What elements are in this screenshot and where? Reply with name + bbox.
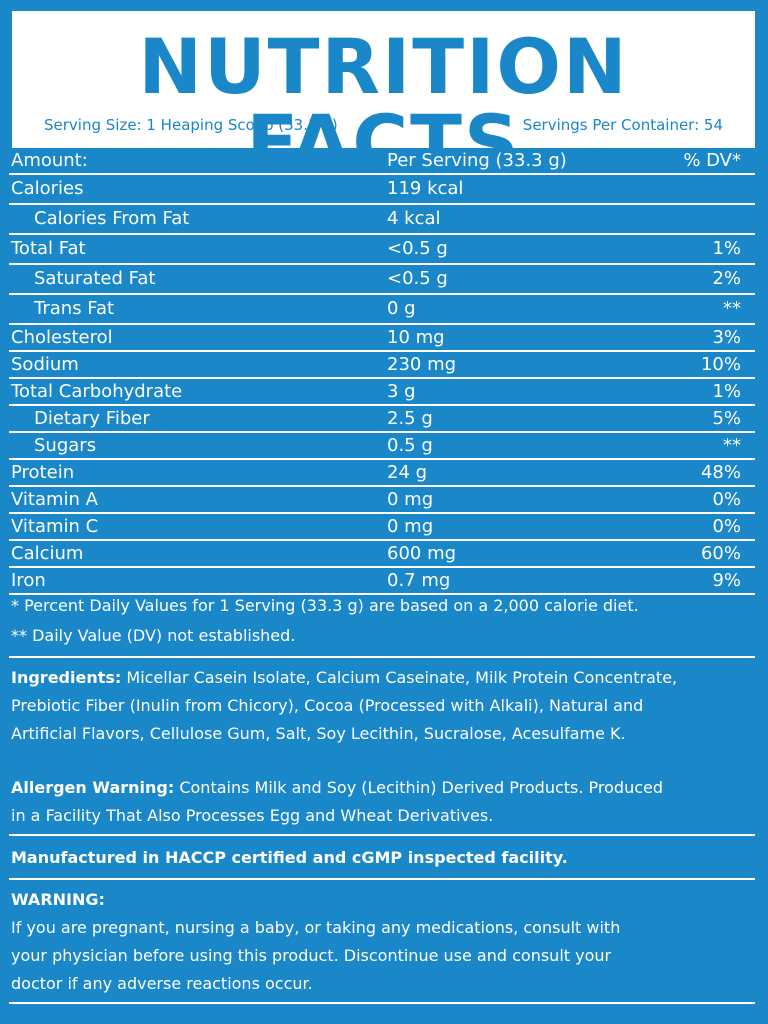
nutrient-dv: 10% bbox=[700, 354, 741, 375]
table-row: Sodium 230 mg 10% bbox=[9, 352, 755, 379]
ingredients-section: Ingredients: Micellar Casein Isolate, Ca… bbox=[11, 664, 756, 748]
nutrient-dv: 1% bbox=[712, 238, 741, 259]
nutrient-label: Total Carbohydrate bbox=[11, 381, 183, 402]
nutrient-amount: 3 g bbox=[387, 381, 416, 402]
header-panel: NUTRITION FACTS Serving Size: 1 Heaping … bbox=[12, 11, 755, 181]
nutrient-dv: 1% bbox=[712, 381, 741, 402]
ingredients-text: Prebiotic Fiber (Inulin from Chicory), C… bbox=[11, 696, 644, 715]
nutrient-amount: 600 mg bbox=[387, 543, 457, 564]
allergen-text: in a Facility That Also Processes Egg an… bbox=[11, 806, 494, 825]
table-row: Calcium 600 mg 60% bbox=[9, 541, 755, 568]
table-row: Trans Fat 0 g ** bbox=[9, 295, 755, 325]
footnote-percent-dv: * Percent Daily Values for 1 Serving (33… bbox=[11, 596, 639, 615]
nutrient-label: Sugars bbox=[34, 435, 97, 456]
nutrient-dv: 0% bbox=[712, 516, 741, 537]
table-row: Total Carbohydrate 3 g 1% bbox=[9, 379, 755, 406]
footnote-dv-not-established: ** Daily Value (DV) not established. bbox=[11, 626, 296, 645]
nutrient-amount: 119 kcal bbox=[387, 178, 464, 199]
divider bbox=[9, 834, 755, 836]
warning-text: your physician before using this product… bbox=[11, 946, 612, 965]
nutrient-amount: 0.5 g bbox=[387, 435, 433, 456]
manufactured-text: Manufactured in HACCP certified and cGMP… bbox=[11, 848, 568, 867]
nutrient-label: Iron bbox=[11, 570, 46, 591]
table-header-row: Amount: Per Serving (33.3 g) % DV* bbox=[9, 148, 755, 175]
nutrient-dv: 2% bbox=[712, 268, 741, 289]
nutrient-amount: 0 mg bbox=[387, 516, 434, 537]
nutrient-dv: 0% bbox=[712, 489, 741, 510]
table-row: Cholesterol 10 mg 3% bbox=[9, 325, 755, 352]
nutrient-label: Calcium bbox=[11, 543, 84, 564]
nutrient-amount: 230 mg bbox=[387, 354, 457, 375]
divider bbox=[9, 878, 755, 880]
ingredients-text: Micellar Casein Isolate, Calcium Caseina… bbox=[121, 668, 678, 687]
nutrient-label: Trans Fat bbox=[34, 298, 115, 319]
table-row: Iron 0.7 mg 9% bbox=[9, 568, 755, 595]
nutrient-dv: ** bbox=[723, 435, 741, 456]
nutrient-amount: <0.5 g bbox=[387, 238, 448, 259]
table-row: Calories 119 kcal bbox=[9, 175, 755, 205]
table-row: Dietary Fiber 2.5 g 5% bbox=[9, 406, 755, 433]
nutrition-table: Amount: Per Serving (33.3 g) % DV* Calor… bbox=[9, 148, 755, 595]
nutrient-amount: <0.5 g bbox=[387, 268, 448, 289]
nutrient-amount: 0 g bbox=[387, 298, 416, 319]
nutrient-label: Sodium bbox=[11, 354, 79, 375]
nutrient-dv: 48% bbox=[700, 462, 741, 483]
nutrient-label: Calories bbox=[11, 178, 84, 199]
nutrient-amount: 0.7 mg bbox=[387, 570, 451, 591]
nutrient-label: Vitamin A bbox=[11, 489, 98, 510]
nutrient-label: Protein bbox=[11, 462, 75, 483]
nutrient-label: Calories From Fat bbox=[34, 208, 190, 229]
nutrient-label: Saturated Fat bbox=[34, 268, 156, 289]
nutrient-label: Dietary Fiber bbox=[34, 408, 150, 429]
warning-text: If you are pregnant, nursing a baby, or … bbox=[11, 918, 621, 937]
divider bbox=[9, 656, 755, 658]
table-row: Calories From Fat 4 kcal bbox=[9, 205, 755, 235]
warning-section: WARNING: If you are pregnant, nursing a … bbox=[11, 886, 756, 998]
table-row: Vitamin A 0 mg 0% bbox=[9, 487, 755, 514]
nutrient-amount: 24 g bbox=[387, 462, 428, 483]
serving-size: Serving Size: 1 Heaping Scoop (33.3 g) bbox=[44, 116, 338, 134]
dv-header: % DV* bbox=[683, 150, 741, 171]
table-row: Sugars 0.5 g ** bbox=[9, 433, 755, 460]
divider bbox=[9, 1002, 755, 1004]
nutrient-amount: 10 mg bbox=[387, 327, 445, 348]
manufactured-section: Manufactured in HACCP certified and cGMP… bbox=[11, 844, 756, 872]
servings-per-container: Servings Per Container: 54 bbox=[522, 116, 723, 134]
nutrient-label: Total Fat bbox=[11, 238, 86, 259]
allergen-label: Allergen Warning: bbox=[11, 778, 175, 797]
nutrient-dv: 9% bbox=[712, 570, 741, 591]
nutrient-amount: 4 kcal bbox=[387, 208, 441, 229]
nutrient-amount: 2.5 g bbox=[387, 408, 433, 429]
warning-text: doctor if any adverse reactions occur. bbox=[11, 974, 313, 993]
amount-header: Amount: bbox=[11, 150, 88, 171]
table-row: Total Fat <0.5 g 1% bbox=[9, 235, 755, 265]
allergen-text: Contains Milk and Soy (Lecithin) Derived… bbox=[174, 778, 664, 797]
allergen-section: Allergen Warning: Contains Milk and Soy … bbox=[11, 774, 756, 830]
per-serving-header: Per Serving (33.3 g) bbox=[387, 150, 567, 171]
warning-title: WARNING: bbox=[11, 890, 105, 909]
ingredients-label: Ingredients: bbox=[11, 668, 122, 687]
nutrient-dv: ** bbox=[723, 298, 741, 319]
ingredients-text: Artificial Flavors, Cellulose Gum, Salt,… bbox=[11, 724, 626, 743]
table-row: Vitamin C 0 mg 0% bbox=[9, 514, 755, 541]
page-title: NUTRITION FACTS bbox=[138, 22, 629, 187]
nutrient-dv: 3% bbox=[712, 327, 741, 348]
table-row: Saturated Fat <0.5 g 2% bbox=[9, 265, 755, 295]
table-row: Protein 24 g 48% bbox=[9, 460, 755, 487]
nutrient-label: Vitamin C bbox=[11, 516, 99, 537]
nutrient-dv: 60% bbox=[700, 543, 741, 564]
nutrient-label: Cholesterol bbox=[11, 327, 113, 348]
nutrient-amount: 0 mg bbox=[387, 489, 434, 510]
nutrient-dv: 5% bbox=[712, 408, 741, 429]
